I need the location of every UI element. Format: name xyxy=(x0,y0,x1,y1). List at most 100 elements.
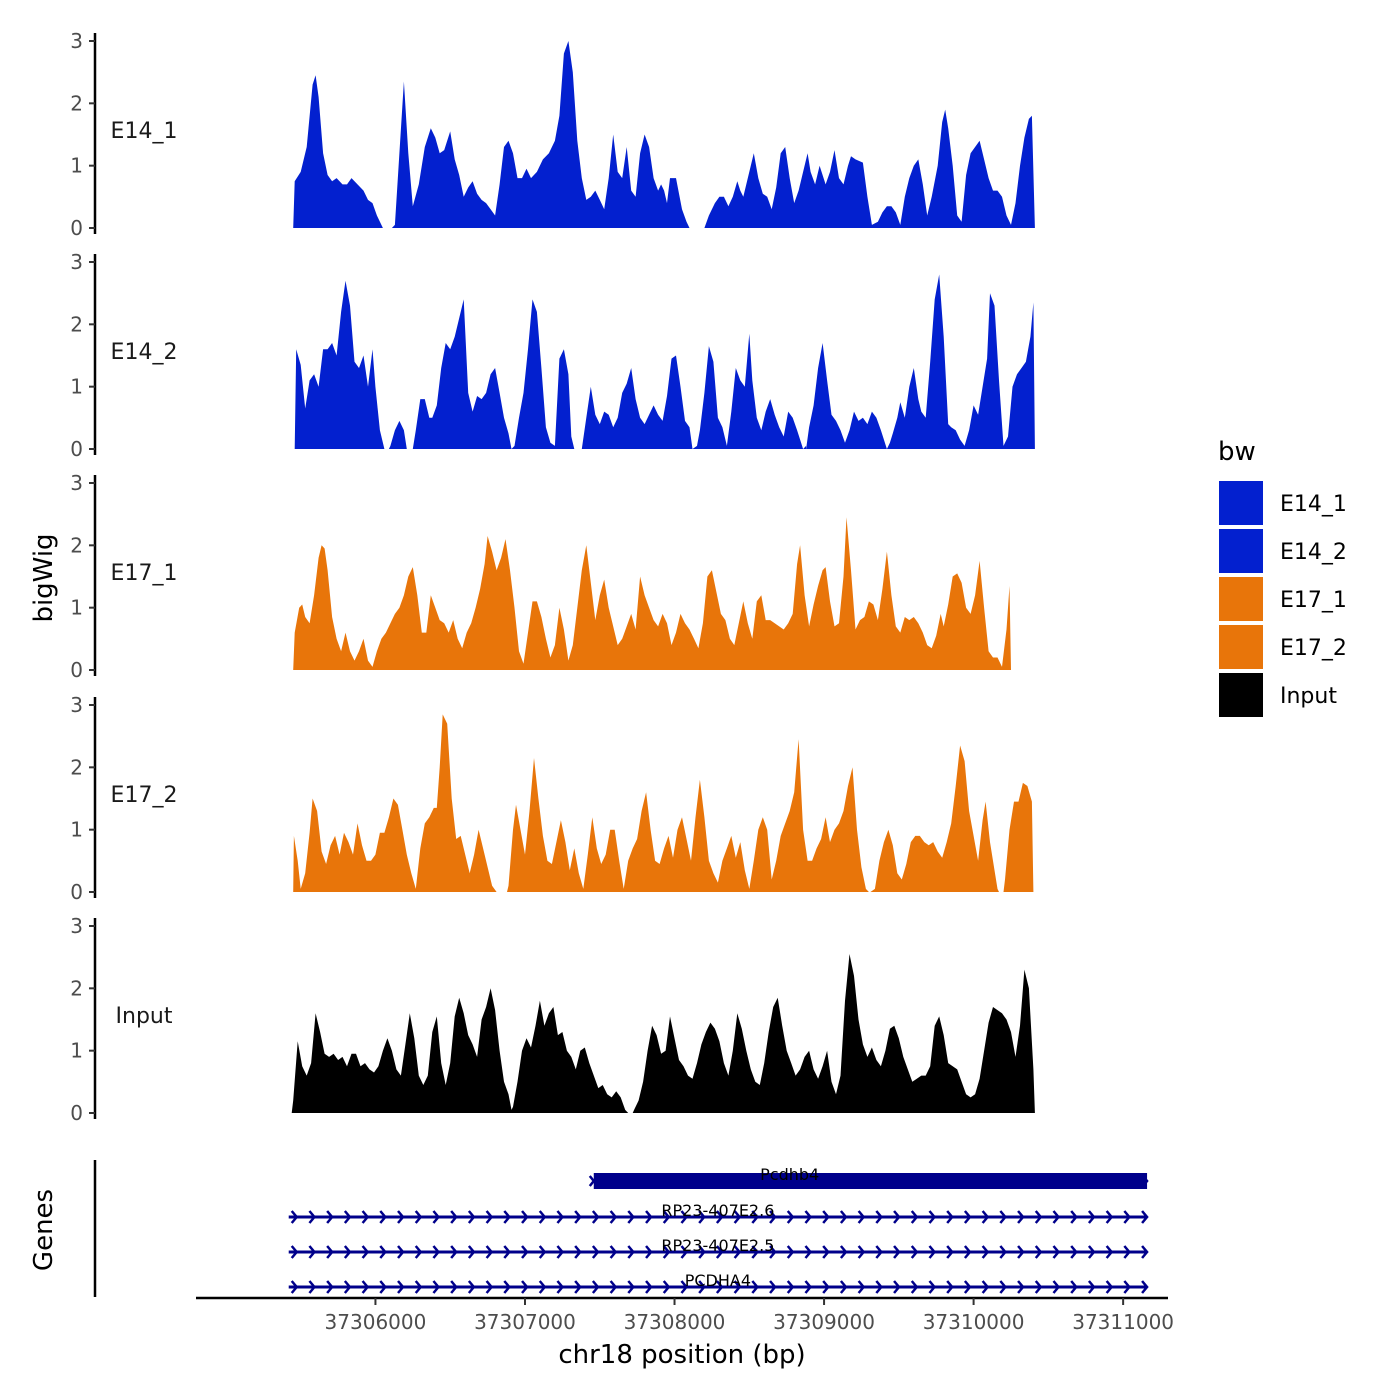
gene-Pcdhb4: Pcdhb4 xyxy=(588,1165,1149,1189)
gene-strand-arrow xyxy=(609,1280,618,1294)
legend-label: E17_1 xyxy=(1280,588,1347,613)
gene-strand-arrow xyxy=(556,1210,565,1224)
gene-strand-arrow xyxy=(1052,1210,1061,1224)
gene-strand-arrow xyxy=(556,1245,565,1259)
y-tick-label: 3 xyxy=(70,693,83,717)
gene-strand-arrow xyxy=(414,1245,423,1259)
coverage-area-E14_2 xyxy=(806,274,1035,449)
gene-strand-arrow xyxy=(875,1210,883,1224)
gene-strand-arrow xyxy=(485,1280,494,1294)
gene-strand-arrow xyxy=(928,1245,937,1259)
gene-strand-arrow xyxy=(857,1210,866,1224)
gene-strand-arrow xyxy=(1052,1280,1061,1294)
gene-strand-arrow xyxy=(467,1280,476,1294)
gene-strand-arrow xyxy=(326,1280,334,1294)
gene-strand-arrow xyxy=(1123,1210,1131,1224)
gene-strand-arrow xyxy=(645,1245,653,1259)
y-tick-label: 3 xyxy=(70,29,83,53)
x-tick-label: 37306000 xyxy=(325,1310,427,1334)
legend-label: Input xyxy=(1280,684,1337,709)
gene-strand-arrow xyxy=(574,1280,582,1294)
gene-strand-arrow xyxy=(538,1280,547,1294)
gene-PCDHA4: PCDHA4 xyxy=(288,1271,1149,1294)
gene-strand-arrow xyxy=(414,1280,423,1294)
gene-strand-arrow xyxy=(946,1280,954,1294)
gene-strand-arrow xyxy=(627,1210,635,1224)
gene-strand-arrow xyxy=(680,1210,689,1224)
gene-strand-arrow xyxy=(645,1210,653,1224)
gene-strand-arrow xyxy=(432,1210,441,1224)
gene-strand-arrow xyxy=(1070,1210,1078,1224)
y-tick-label: 2 xyxy=(70,976,83,1000)
y-tick-label: 3 xyxy=(70,914,83,938)
gene-strand-arrow xyxy=(450,1210,458,1224)
gene-strand-arrow xyxy=(467,1210,476,1224)
x-tick-label: 37310000 xyxy=(923,1310,1025,1334)
gene-strand-arrow xyxy=(910,1210,919,1224)
gene-strand-arrow xyxy=(893,1280,901,1294)
y-tick-label: 0 xyxy=(70,1101,83,1125)
coverage-area-E17_2 xyxy=(1003,782,1034,892)
gene-strand-arrow xyxy=(981,1245,990,1259)
y-tick-label: 2 xyxy=(70,533,83,557)
gene-strand-arrow xyxy=(1034,1210,1043,1224)
gene-strand-arrow xyxy=(928,1280,937,1294)
coverage-area-E17_2 xyxy=(293,714,497,892)
gene-strand-arrow xyxy=(715,1280,724,1294)
gene-strand-arrow xyxy=(503,1280,511,1294)
gene-strand-arrow xyxy=(715,1210,724,1224)
gene-strand-arrow xyxy=(1123,1245,1131,1259)
gene-strand-arrow xyxy=(963,1210,972,1224)
gene-strand-arrow xyxy=(1141,1245,1149,1259)
gene-strand-arrow xyxy=(326,1210,334,1224)
gene-annotation-panel: Pcdhb4 RP23-407E2.6 RP23-407E2.5 PCDHA4 xyxy=(93,1160,1149,1297)
gene-strand-arrow xyxy=(981,1210,990,1224)
gene-strand-arrow xyxy=(946,1245,954,1259)
gene-strand-arrow xyxy=(521,1210,529,1224)
gene-label: Pcdhb4 xyxy=(760,1165,819,1184)
coverage-area-E17_2 xyxy=(870,745,999,892)
legend-label: E14_2 xyxy=(1280,540,1347,565)
gene-strand-arrow xyxy=(627,1280,635,1294)
x-tick-label: 37308000 xyxy=(624,1310,726,1334)
legend-label: E14_1 xyxy=(1280,492,1347,517)
gene-strand-arrow xyxy=(432,1280,441,1294)
legend-swatch-Input xyxy=(1217,671,1265,719)
gene-RP23-407E2.5: RP23-407E2.5 xyxy=(288,1236,1149,1259)
y-tick-label: 1 xyxy=(70,1039,83,1063)
gene-strand-arrow xyxy=(591,1210,600,1224)
gene-strand-arrow xyxy=(1087,1280,1096,1294)
coverage-tracks: 0 1 2 3 E14_1 0 1 2 3 E14_2 0 1 2 3 E17_1 0 1 2 3 E17_2 0 1 2 3… xyxy=(70,29,1035,1125)
gene-strand-arrow xyxy=(1141,1280,1149,1294)
y-tick-label: 1 xyxy=(70,375,83,399)
gene-strand-arrow xyxy=(485,1210,494,1224)
gene-strand-arrow xyxy=(609,1210,618,1224)
gene-strand-arrow xyxy=(1142,1175,1149,1187)
gene-strand-arrow xyxy=(751,1280,759,1294)
y-tick-label: 0 xyxy=(70,880,83,904)
track-E14_2: 0 1 2 3 E14_2 xyxy=(70,250,1035,461)
gene-strand-arrow xyxy=(343,1245,352,1259)
gene-strand-arrow xyxy=(662,1210,671,1224)
genes-panel-title: Genes xyxy=(29,1189,59,1271)
gene-strand-arrow xyxy=(1123,1280,1131,1294)
legend-swatch-E14_1 xyxy=(1217,479,1265,527)
gene-strand-arrow xyxy=(627,1245,635,1259)
gene-strand-arrow xyxy=(698,1245,706,1259)
gene-strand-arrow xyxy=(698,1280,706,1294)
gene-strand-arrow xyxy=(910,1245,919,1259)
legend: bw E14_1 E14_2 E17_1 E17_2 Input xyxy=(1217,437,1347,719)
gene-strand-arrow xyxy=(999,1210,1007,1224)
gene-strand-arrow xyxy=(698,1210,706,1224)
gene-strand-arrow xyxy=(538,1210,547,1224)
coverage-area-E14_2 xyxy=(388,420,407,449)
gene-strand-arrow xyxy=(769,1280,777,1294)
gene-strand-arrow xyxy=(574,1210,582,1224)
gene-strand-arrow xyxy=(591,1245,600,1259)
gene-strand-arrow xyxy=(361,1210,370,1224)
gene-strand-arrow xyxy=(751,1210,759,1224)
gene-strand-arrow xyxy=(450,1280,458,1294)
x-tick-label: 37311000 xyxy=(1072,1310,1174,1334)
gene-strand-arrow xyxy=(981,1280,990,1294)
